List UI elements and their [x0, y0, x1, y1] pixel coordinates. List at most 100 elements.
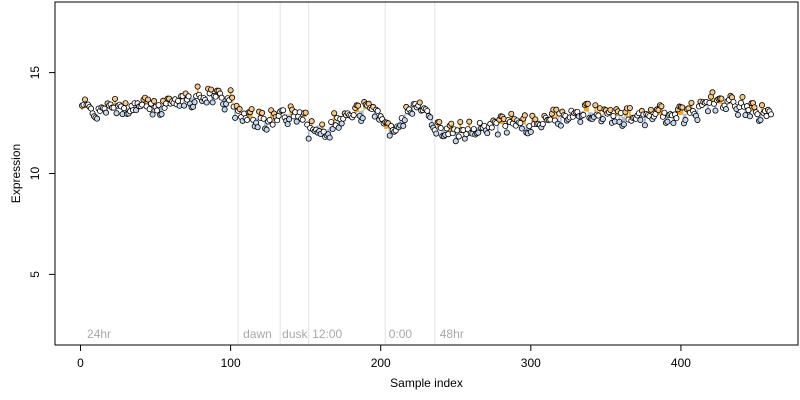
data-point — [374, 107, 381, 114]
data-point — [229, 94, 236, 101]
data-point — [386, 132, 393, 139]
data-point — [704, 108, 711, 115]
data-point — [539, 121, 546, 128]
y-tick-label: 15 — [28, 66, 42, 80]
data-point — [688, 99, 695, 106]
data-point — [133, 107, 140, 114]
data-point — [664, 118, 671, 125]
data-point — [620, 121, 627, 128]
data-point — [227, 87, 234, 94]
data-point — [584, 100, 591, 107]
data-point — [647, 106, 654, 113]
x-tick-label: 300 — [521, 356, 541, 370]
annotation-label: 0:00 — [389, 327, 413, 341]
data-point — [616, 118, 623, 125]
data-point — [508, 110, 515, 117]
data-point — [146, 106, 153, 113]
data-point — [320, 128, 327, 135]
annotation-label: 48hr — [440, 327, 464, 341]
data-point — [452, 138, 459, 145]
data-point — [658, 103, 665, 110]
data-point — [145, 96, 152, 103]
y-tick-label: 10 — [28, 167, 42, 181]
data-point — [494, 131, 501, 138]
data-point — [208, 86, 215, 93]
data-point — [751, 104, 758, 111]
data-point — [746, 113, 753, 120]
data-point — [521, 112, 528, 119]
data-point — [754, 111, 761, 118]
data-point — [503, 129, 510, 136]
data-point — [433, 130, 440, 137]
data-point — [218, 94, 225, 101]
data-point — [305, 135, 312, 142]
data-point — [181, 102, 188, 109]
data-point — [299, 116, 306, 123]
data-point — [302, 109, 309, 116]
data-point — [355, 102, 362, 109]
data-point — [734, 111, 741, 118]
annotation-label: 12:00 — [312, 327, 342, 341]
data-point — [158, 111, 165, 118]
data-point — [82, 96, 89, 103]
data-point — [154, 107, 161, 114]
phase-annotations: 24hr dawn dusk 12:00 0:00 48hr — [87, 327, 464, 341]
data-point — [626, 104, 633, 111]
data-point — [673, 115, 680, 122]
data-point — [718, 95, 725, 102]
data-point — [557, 122, 564, 129]
data-point — [455, 133, 462, 140]
data-point — [286, 116, 293, 123]
data-point — [335, 124, 342, 131]
data-point — [437, 125, 444, 132]
data-point — [209, 99, 216, 106]
data-point — [263, 126, 270, 133]
y-axis-title: Expression — [9, 144, 23, 203]
y-axis: 5 10 15 — [28, 66, 56, 278]
data-point — [758, 102, 765, 109]
data-point — [400, 122, 407, 129]
data-point — [518, 125, 525, 132]
data-point — [121, 105, 128, 112]
data-point — [527, 128, 534, 135]
data-point — [221, 106, 228, 113]
data-point — [436, 118, 443, 125]
x-tick-label: 0 — [77, 356, 84, 370]
data-point — [260, 115, 267, 122]
data-point — [739, 94, 746, 101]
data-point — [475, 129, 482, 136]
data-point — [151, 98, 158, 105]
data-point — [464, 126, 471, 133]
data-point — [248, 106, 255, 113]
data-point — [113, 110, 120, 117]
data-point — [259, 109, 266, 116]
data-point — [269, 121, 276, 128]
annotation-label: 24hr — [87, 327, 111, 341]
data-point — [155, 102, 162, 109]
data-point — [595, 112, 602, 119]
data-point — [757, 116, 764, 123]
data-point — [592, 102, 599, 109]
data-point — [371, 113, 378, 120]
data-point — [266, 116, 273, 123]
data-point — [457, 118, 464, 125]
x-axis: 0 100 200 300 400 — [77, 344, 691, 370]
data-point — [149, 111, 156, 118]
data-point — [670, 120, 677, 127]
data-point — [484, 130, 491, 137]
data-point — [359, 115, 366, 122]
data-point — [553, 106, 560, 113]
data-point — [709, 89, 716, 96]
data-point — [284, 121, 291, 128]
data-point — [580, 111, 587, 118]
data-point — [401, 117, 408, 124]
x-tick-label: 100 — [221, 356, 241, 370]
data-points — [79, 83, 774, 145]
data-point — [103, 109, 110, 116]
data-point — [712, 107, 719, 114]
data-point — [599, 116, 606, 123]
data-point — [641, 122, 648, 129]
data-point — [350, 112, 357, 119]
data-point — [94, 115, 101, 122]
